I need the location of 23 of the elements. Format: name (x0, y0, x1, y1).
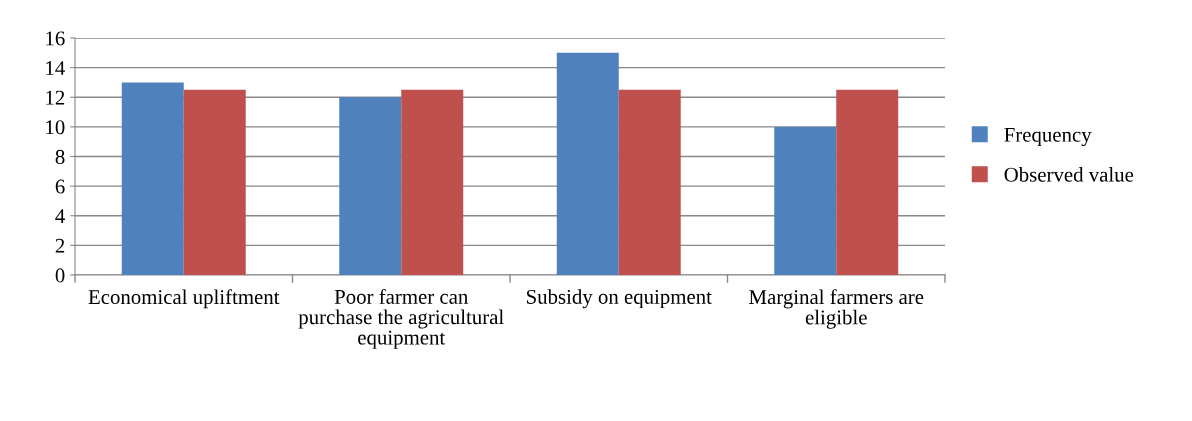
y-tick-label: 0 (55, 268, 65, 283)
bar (183, 89, 246, 275)
legend-label: Observed value (1004, 167, 1134, 182)
y-tick-label: 6 (55, 179, 65, 194)
y-tick-label: 10 (46, 120, 65, 135)
bar (401, 89, 464, 275)
y-tick-label: 16 (46, 31, 65, 46)
y-tick-label: 4 (55, 209, 65, 223)
bar (618, 89, 681, 275)
legend-label: Frequency (1004, 127, 1092, 147)
y-tick-label: 2 (55, 238, 65, 253)
bar (339, 97, 402, 275)
bar (121, 82, 184, 275)
x-tick-label: Economical upliftment (88, 289, 280, 309)
y-tick-label: 14 (46, 61, 65, 75)
x-tick-label: Subsidy on equipment (526, 289, 712, 309)
bar (836, 89, 899, 275)
y-tick-label: 8 (55, 149, 65, 164)
bar (556, 52, 619, 275)
x-tick-label: Marginal farmers are eligible (749, 289, 924, 329)
x-tick-label: Poor farmer can purchase the agricultural equipment (298, 289, 504, 349)
y-tick-label: 12 (46, 90, 65, 105)
bar (774, 126, 837, 275)
